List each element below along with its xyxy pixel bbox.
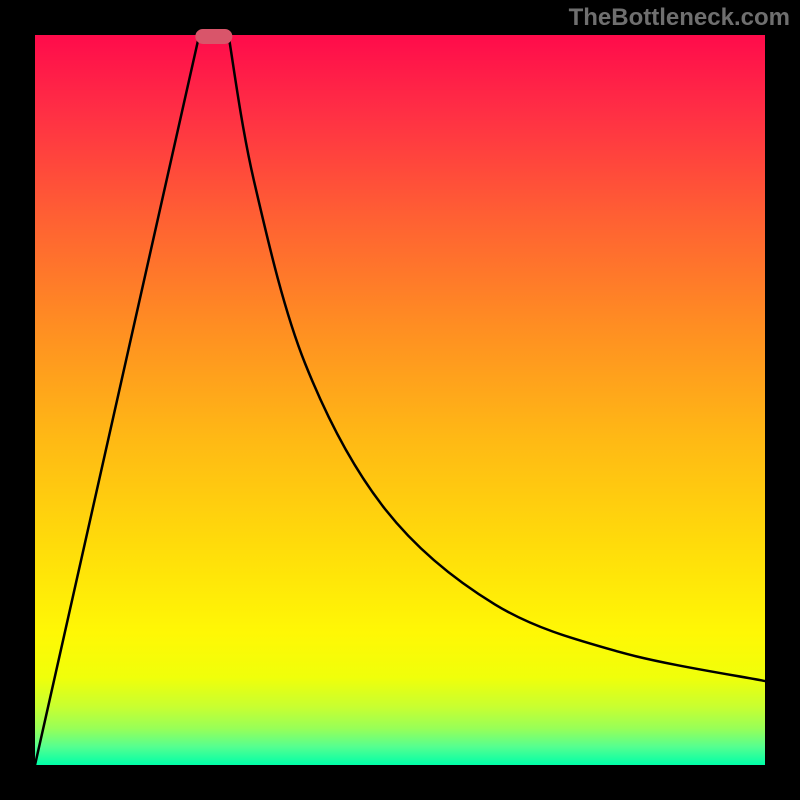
chart-container: TheBottleneck.com [0, 0, 800, 800]
bottleneck-chart [0, 0, 800, 800]
optimal-marker [196, 29, 232, 43]
gradient-panel [35, 35, 765, 765]
watermark-text: TheBottleneck.com [569, 4, 790, 32]
